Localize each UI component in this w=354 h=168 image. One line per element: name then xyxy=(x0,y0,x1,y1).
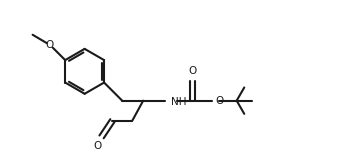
Text: O: O xyxy=(215,96,223,106)
Text: NH: NH xyxy=(171,97,186,107)
Text: O: O xyxy=(188,66,196,76)
Text: O: O xyxy=(94,140,102,151)
Text: O: O xyxy=(46,40,54,50)
